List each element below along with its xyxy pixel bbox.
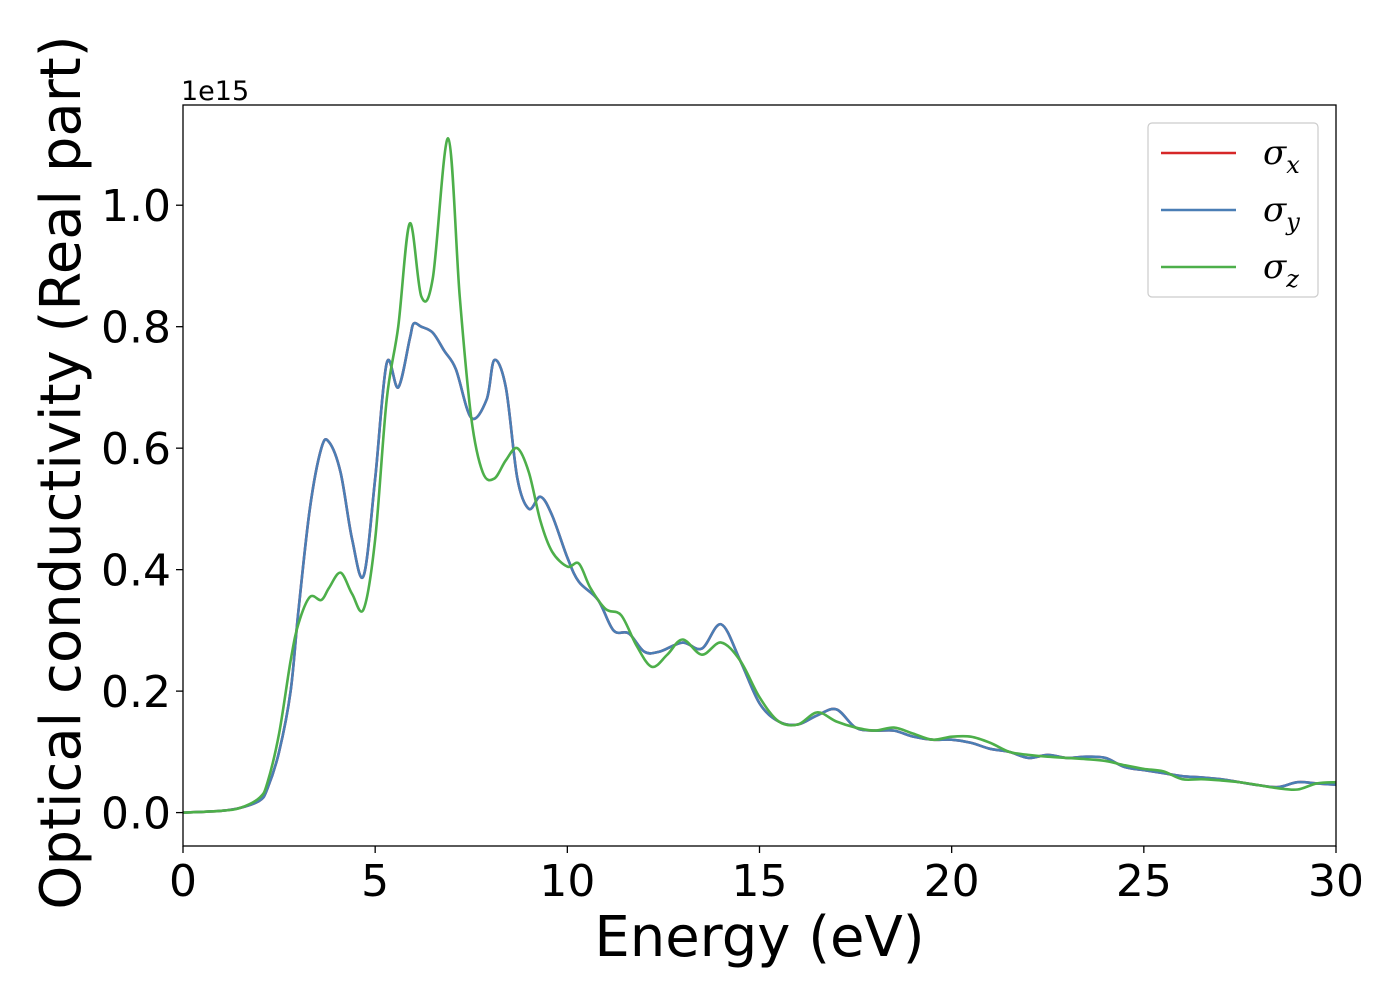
y-axis-label: Optical conductivity (Real part) (29, 35, 94, 909)
y-tick-label: 0.4 (101, 546, 171, 597)
legend-symbol: σ (1263, 247, 1287, 287)
y-axis-ticks: 0.0 0.2 0.4 0.6 0.8 1.0 (101, 181, 183, 840)
x-tick-label: 15 (732, 856, 788, 907)
y-tick-label: 0.0 (101, 789, 171, 840)
legend-symbol: σ (1263, 190, 1287, 230)
legend-subscript: y (1285, 208, 1300, 236)
legend-symbol: σ (1263, 133, 1287, 173)
x-tick-label: 10 (539, 856, 595, 907)
y-tick-label: 0.6 (101, 424, 171, 475)
x-tick-label: 0 (169, 856, 197, 907)
x-axis-ticks: 0 5 10 15 20 25 30 (169, 846, 1364, 907)
legend-label-sigma-y: σy (1263, 190, 1300, 236)
y-axis-offset-text: 1e15 (181, 76, 249, 107)
x-tick-label: 20 (924, 856, 980, 907)
series-line-sigma-z (183, 137, 1336, 814)
legend-subscript: x (1286, 151, 1300, 179)
x-tick-label: 30 (1308, 856, 1364, 907)
x-axis-label: Energy (eV) (594, 905, 924, 970)
series-layer (183, 137, 1336, 814)
y-tick-label: 1.0 (101, 181, 171, 232)
x-tick-label: 5 (361, 856, 389, 907)
legend-label-sigma-z: σz (1263, 247, 1299, 293)
y-tick-label: 0.8 (101, 303, 171, 354)
y-tick-label: 0.2 (101, 667, 171, 718)
x-tick-label: 25 (1116, 856, 1172, 907)
legend-label-sigma-x: σx (1263, 133, 1300, 179)
legend-subscript: z (1285, 265, 1299, 293)
